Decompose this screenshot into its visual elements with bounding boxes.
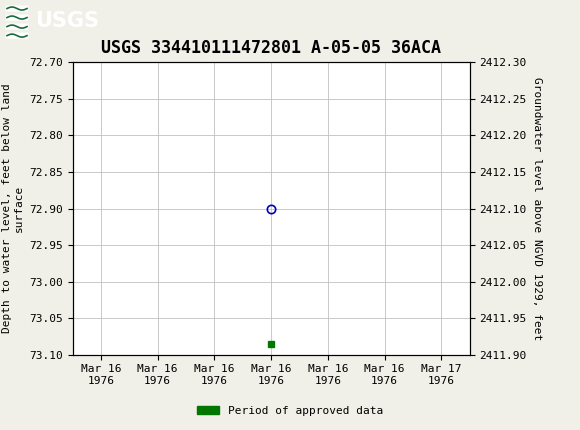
Y-axis label: Groundwater level above NGVD 1929, feet: Groundwater level above NGVD 1929, feet [532,77,542,340]
FancyBboxPatch shape [5,24,28,30]
FancyBboxPatch shape [5,33,28,39]
FancyBboxPatch shape [5,6,28,12]
Text: USGS: USGS [35,11,99,31]
Y-axis label: Depth to water level, feet below land
surface: Depth to water level, feet below land su… [2,84,23,333]
Title: USGS 334410111472801 A-05-05 36ACA: USGS 334410111472801 A-05-05 36ACA [101,39,441,57]
FancyBboxPatch shape [5,15,28,21]
Legend: Period of approved data: Period of approved data [193,401,387,420]
